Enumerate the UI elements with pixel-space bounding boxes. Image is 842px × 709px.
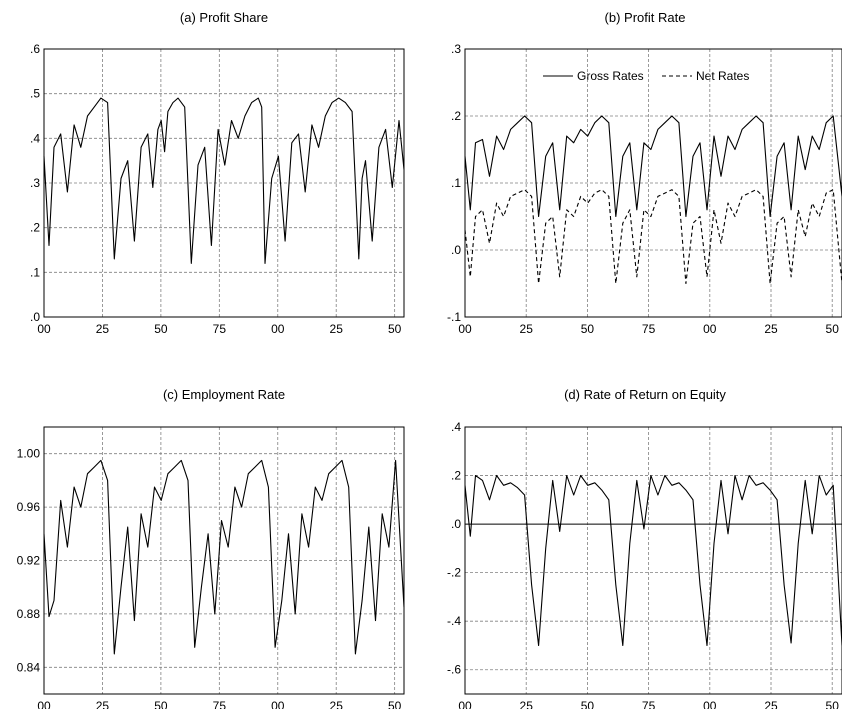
y-tick-label: -.4 [447,614,461,628]
series-line [43,459,405,655]
legend-label-net-rates: Net Rates [696,69,749,83]
panel-rate-of-return-on-equity: (d) Rate of Return on Equity 00 25 50 75 00 2… [447,387,842,709]
x-tick-label: 25 [330,322,344,336]
x-tick-label: 50 [154,322,168,336]
x-tick-label: 75 [642,699,656,709]
y-tick-label: .2 [451,109,461,123]
y-tick-label: .0 [30,310,40,324]
x-tick-label: 00 [271,322,285,336]
gridlines [465,49,842,317]
x-tick-label: 50 [581,699,595,709]
gridlines [44,49,404,317]
x-tick-label: 00 [37,322,51,336]
x-tick-label: 00 [458,322,472,336]
y-tick-label: 0.92 [17,554,41,568]
series-line-net-rates [464,189,842,285]
y-tick-label: .0 [451,243,461,257]
y-tick-label: .3 [451,42,461,56]
y-tick-label: 0.88 [17,607,41,621]
panel-profit-rate: (b) Profit Rate Gross Rates Net Rates 00… [447,10,842,336]
x-tick-label: 75 [642,322,656,336]
legend: Gross Rates Net Rates [543,69,749,83]
y-tick-label: .3 [30,176,40,190]
y-tick-label: 0.96 [17,500,41,514]
panel-employment-rate: (c) Employment Rate 00 25 50 75 00 25 50 0.84 0.… [17,387,405,709]
x-tick-label: 75 [213,322,227,336]
x-tick-label: 00 [37,699,51,709]
y-tick-label: .1 [30,265,40,279]
x-tick-label: 25 [96,322,110,336]
x-tick-label: 00 [703,322,717,336]
y-tick-label: .6 [30,42,40,56]
y-tick-label: .0 [451,517,461,531]
y-tick-label: .5 [30,87,40,101]
panel-title: (b) Profit Rate [605,10,686,25]
panel-title: (a) Profit Share [180,10,268,25]
legend-label-gross-rates: Gross Rates [577,69,644,83]
y-tick-label: .2 [30,221,40,235]
x-tick-label: 25 [96,699,110,709]
x-tick-label: 25 [764,699,778,709]
y-tick-label: .4 [30,131,40,145]
x-tick-label: 50 [826,699,840,709]
y-tick-label: 1.00 [17,447,41,461]
x-tick-label: 25 [764,322,778,336]
y-tick-label: -.1 [447,310,461,324]
y-tick-label: .1 [451,176,461,190]
y-tick-label: -.2 [447,566,461,580]
panel-title: (d) Rate of Return on Equity [564,387,726,402]
x-tick-label: 50 [154,699,168,709]
x-tick-label: 50 [388,322,402,336]
gridlines [465,427,842,694]
x-tick-label: 50 [388,699,402,709]
x-tick-label: 00 [458,699,472,709]
y-tick-label: .2 [451,469,461,483]
plot-frame [464,426,842,695]
y-tick-label: 0.84 [17,660,41,674]
x-tick-label: 25 [520,699,534,709]
x-tick-label: 00 [703,699,717,709]
panel-title: (c) Employment Rate [163,387,285,402]
plot-frame [43,426,405,695]
x-tick-label: 50 [826,322,840,336]
panel-profit-share: (a) Profit Share 00 25 50 75 00 25 50 .0 .1 .2 .3.… [30,10,405,336]
y-tick-label: .4 [451,420,461,434]
x-tick-label: 75 [213,699,227,709]
gridlines [44,427,404,694]
series-line [464,474,842,647]
y-tick-label: -.6 [447,663,461,677]
x-tick-label: 50 [581,322,595,336]
series-line [43,97,405,264]
x-tick-label: 25 [520,322,534,336]
x-tick-label: 25 [330,699,344,709]
x-tick-label: 00 [271,699,285,709]
plot-frame [464,48,842,318]
plot-frame [43,48,405,318]
series-line-gross-rates [464,115,842,218]
